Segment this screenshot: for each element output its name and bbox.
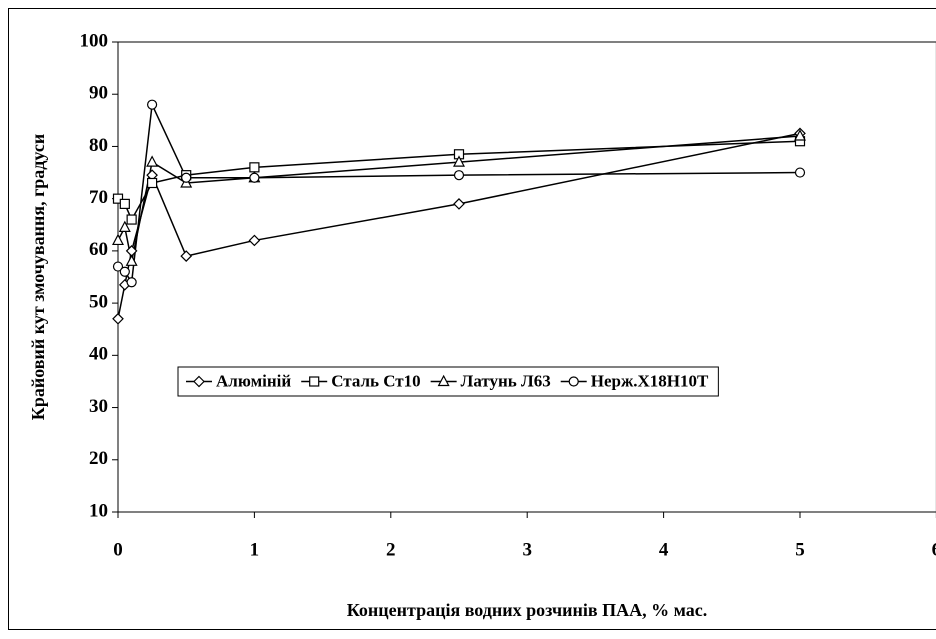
y-axis-title: Крайовий кут змочування, градуси: [28, 134, 48, 420]
y-tick-label: 60: [89, 239, 108, 260]
legend: Алюміній Сталь Ст10 Латунь Л63 Нерж.Х18Н10Т: [177, 366, 719, 397]
data-point: [118, 220, 131, 232]
legend-label: Латунь Л63: [461, 371, 551, 390]
x-tick-label: 4: [659, 539, 669, 560]
series-line: [117, 135, 801, 262]
y-tick-label: 100: [80, 30, 109, 51]
data-point: [126, 214, 137, 225]
x-tick-label: 2: [386, 539, 396, 560]
chart-border: [8, 8, 936, 630]
x-tick-label: 1: [250, 539, 260, 560]
y-tick-label: 30: [89, 396, 108, 417]
legend-marker: [309, 376, 320, 387]
data-point: [147, 177, 158, 189]
x-tick-label: 5: [795, 539, 805, 560]
data-point: [453, 198, 465, 210]
data-point: [147, 99, 158, 110]
data-point: [126, 277, 137, 288]
x-tick-label: 6: [932, 539, 936, 560]
y-tick-label: 80: [89, 135, 108, 156]
y-tick-label: 10: [89, 500, 108, 521]
x-tick-label: 0: [113, 539, 123, 560]
legend-label: Нерж.Х18Н10Т: [591, 371, 709, 390]
data-point: [181, 172, 192, 183]
series-line: [117, 132, 801, 319]
data-point: [794, 129, 806, 141]
y-tick-label: 50: [89, 291, 108, 312]
legend-marker: [193, 375, 205, 388]
y-tick-label: 70: [89, 187, 108, 208]
data-point: [125, 254, 138, 266]
y-tick-label: 90: [89, 83, 108, 104]
x-tick-label: 3: [522, 539, 532, 560]
data-point: [248, 234, 261, 247]
data-point: [180, 250, 193, 262]
legend-marker: [437, 374, 450, 387]
data-point: [453, 155, 465, 167]
data-point: [119, 266, 130, 277]
y-tick-label: 40: [89, 344, 108, 365]
data-point: [146, 155, 159, 167]
legend-label: Сталь Ст10: [331, 371, 420, 390]
legend-marker: [568, 376, 579, 387]
data-point: [249, 162, 260, 173]
data-point: [112, 193, 124, 204]
x-axis-title: Концентрація водних розчинів ПАА, % мас.: [347, 600, 708, 620]
data-point: [112, 233, 124, 246]
data-point: [112, 261, 124, 272]
data-point: [794, 167, 806, 178]
y-tick-label: 20: [89, 448, 108, 469]
legend-label: Алюміній: [216, 371, 291, 390]
data-point: [249, 172, 260, 183]
data-point: [119, 198, 130, 209]
data-point: [112, 312, 124, 325]
data-point: [453, 170, 465, 181]
